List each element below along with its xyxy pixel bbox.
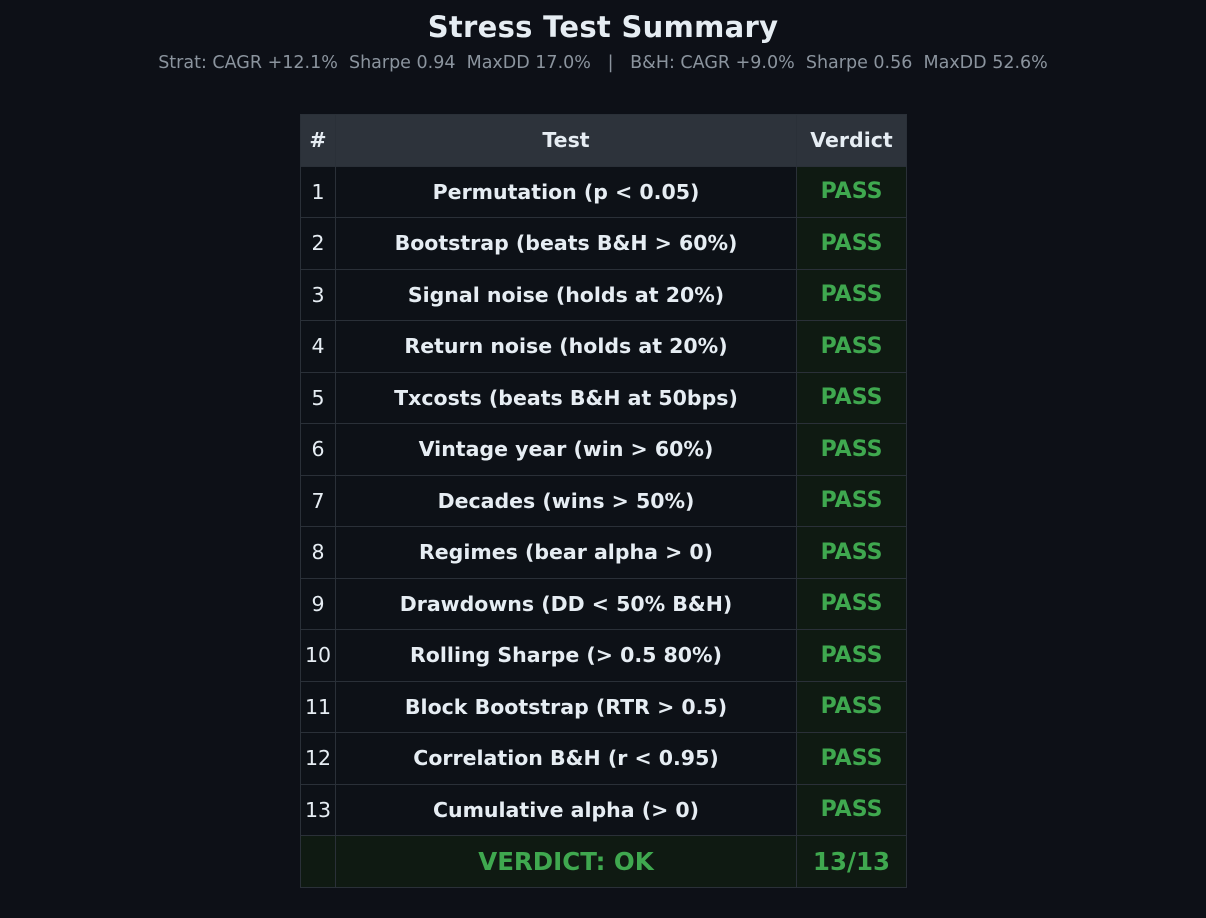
test-number-cell: 5	[300, 371, 336, 424]
test-name-cell: Vintage year (win > 60%)	[335, 423, 797, 476]
verdict-cell: PASS	[796, 629, 907, 682]
test-name-cell: Block Bootstrap (RTR > 0.5)	[335, 680, 797, 733]
table-body: 1 Permutation (p < 0.05) PASS 2 Bootstrap (b…	[300, 165, 907, 888]
test-number-cell: 4	[300, 320, 336, 373]
verdict-cell: PASS	[796, 423, 907, 476]
verdict-cell: PASS	[796, 165, 907, 218]
test-number-cell: 9	[300, 577, 336, 630]
test-name-cell: Bootstrap (beats B&H > 60%)	[335, 217, 797, 270]
table-header-row: # Test Verdict	[300, 114, 907, 167]
table-row: 6 Vintage year (win > 60%) PASS	[300, 423, 907, 476]
table-row: 10 Rolling Sharpe (> 0.5 80%) PASS	[300, 629, 907, 682]
summary-table: # Test Verdict 1 Permutation (p < 0.05) PA…	[300, 114, 907, 888]
table-row: 5 Txcosts (beats B&H at 50bps) PASS	[300, 371, 907, 424]
verdict-cell: PASS	[796, 732, 907, 785]
page-title: Stress Test Summary	[427, 10, 779, 44]
column-header-number: #	[300, 114, 336, 167]
verdict-cell: PASS	[796, 577, 907, 630]
verdict-cell: PASS	[796, 783, 907, 836]
table-row: 11 Block Bootstrap (RTR > 0.5) PASS	[300, 680, 907, 733]
test-number-cell: 6	[300, 423, 336, 476]
test-number-cell: 7	[300, 474, 336, 527]
test-name-cell: Permutation (p < 0.05)	[335, 165, 797, 218]
test-name-cell: Cumulative alpha (> 0)	[335, 783, 797, 836]
page-subtitle: Strat: CAGR +12.1% Sharpe 0.94 MaxDD 17.…	[158, 53, 1048, 73]
test-name-cell: Return noise (holds at 20%)	[335, 320, 797, 373]
column-header-test: Test	[335, 114, 797, 167]
table-row: 13 Cumulative alpha (> 0) PASS	[300, 783, 907, 836]
table-row: 1 Permutation (p < 0.05) PASS	[300, 165, 907, 218]
test-name-cell: Regimes (bear alpha > 0)	[335, 526, 797, 579]
table-row: 12 Correlation B&H (r < 0.95) PASS	[300, 732, 907, 785]
overall-score: 13/13	[796, 835, 907, 888]
verdict-cell: PASS	[796, 268, 907, 321]
verdict-cell: PASS	[796, 526, 907, 579]
table-row: 2 Bootstrap (beats B&H > 60%) PASS	[300, 217, 907, 270]
test-number-cell: 12	[300, 732, 336, 785]
verdict-cell: PASS	[796, 474, 907, 527]
test-name-cell: Decades (wins > 50%)	[335, 474, 797, 527]
verdict-footer-row: VERDICT: OK 13/13	[300, 835, 907, 888]
test-number-cell: 11	[300, 680, 336, 733]
table-row: 3 Signal noise (holds at 20%) PASS	[300, 268, 907, 321]
test-name-cell: Signal noise (holds at 20%)	[335, 268, 797, 321]
verdict-cell: PASS	[796, 320, 907, 373]
test-number-cell: 2	[300, 217, 336, 270]
overall-verdict-label: VERDICT: OK	[335, 835, 797, 888]
test-name-cell: Correlation B&H (r < 0.95)	[335, 732, 797, 785]
table-row: 7 Decades (wins > 50%) PASS	[300, 474, 907, 527]
test-number-cell: 13	[300, 783, 336, 836]
test-name-cell: Rolling Sharpe (> 0.5 80%)	[335, 629, 797, 682]
column-header-verdict: Verdict	[796, 114, 907, 167]
footer-empty-cell	[300, 835, 336, 888]
test-name-cell: Txcosts (beats B&H at 50bps)	[335, 371, 797, 424]
test-number-cell: 3	[300, 268, 336, 321]
verdict-cell: PASS	[796, 680, 907, 733]
test-number-cell: 10	[300, 629, 336, 682]
test-number-cell: 1	[300, 165, 336, 218]
table-row: 4 Return noise (holds at 20%) PASS	[300, 320, 907, 373]
verdict-cell: PASS	[796, 371, 907, 424]
table-row: 9 Drawdowns (DD < 50% B&H) PASS	[300, 577, 907, 630]
test-number-cell: 8	[300, 526, 336, 579]
table-row: 8 Regimes (bear alpha > 0) PASS	[300, 526, 907, 579]
test-name-cell: Drawdowns (DD < 50% B&H)	[335, 577, 797, 630]
verdict-cell: PASS	[796, 217, 907, 270]
